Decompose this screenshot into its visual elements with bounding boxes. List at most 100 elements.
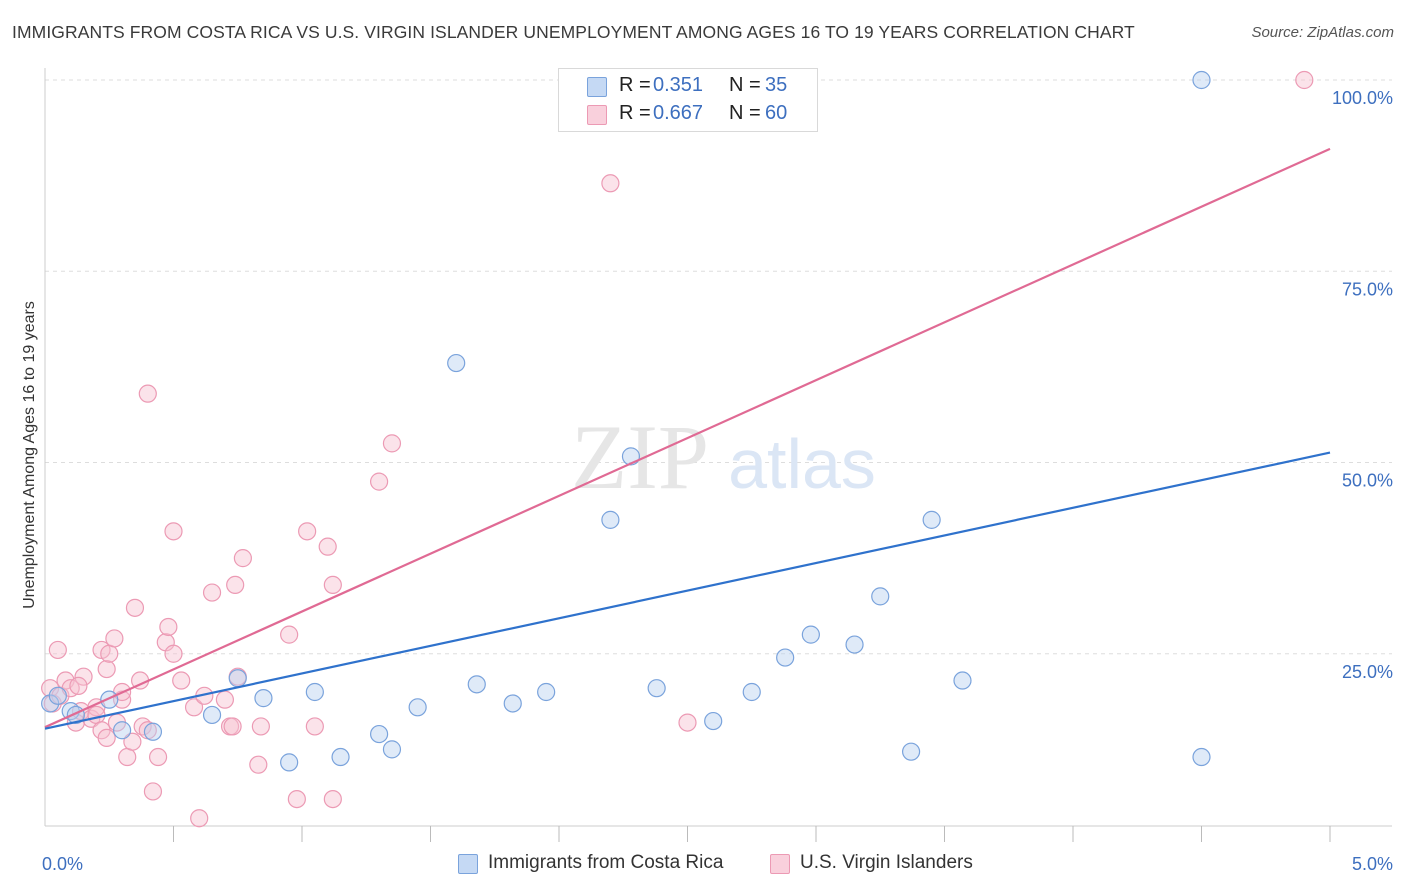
point-pink <box>323 575 342 595</box>
legend-swatch-blue <box>587 77 607 97</box>
chart-title: IMMIGRANTS FROM COSTA RICA VS U.S. VIRGI… <box>12 22 1135 42</box>
point-pink <box>601 174 620 193</box>
point-pink <box>318 537 337 556</box>
point-blue <box>467 675 486 694</box>
point-blue <box>871 587 890 606</box>
y-tick-label-100: 100.0% <box>1332 88 1393 108</box>
legend-n-value-blue: 35 <box>765 74 788 96</box>
point-blue <box>776 648 795 667</box>
point-pink <box>138 384 157 403</box>
point-blue <box>601 510 620 529</box>
x-tick-label-min: 0.0% <box>42 854 83 874</box>
point-blue <box>280 753 299 772</box>
point-pink <box>123 732 142 751</box>
legend-n-label: N = <box>729 74 761 96</box>
point-pink <box>184 698 204 717</box>
point-blue <box>382 740 402 759</box>
point-blue <box>370 724 389 744</box>
point-blue <box>922 510 941 529</box>
point-pink <box>202 583 222 602</box>
point-blue <box>447 353 466 373</box>
point-pink <box>251 717 270 736</box>
legend-r-value-blue: 0.351 <box>653 74 704 96</box>
point-pink <box>148 747 168 767</box>
point-blue <box>228 669 247 688</box>
y-tick-label-25: 25.0% <box>1342 662 1393 682</box>
point-pink <box>223 717 242 736</box>
stats-legend: R = 0.351 N = 35 R = 0.667 N = 60 <box>558 68 818 132</box>
point-pink <box>370 472 389 491</box>
y-tick-label-75: 75.0% <box>1342 279 1393 299</box>
bottom-legend-swatch-blue <box>458 854 478 874</box>
point-pink <box>233 549 252 568</box>
point-pink <box>190 809 209 828</box>
point-pink <box>69 676 88 695</box>
point-blue <box>48 686 67 705</box>
x-tick-label-max: 5.0% <box>1352 854 1393 874</box>
grid-lines <box>45 79 1392 655</box>
point-blue <box>143 722 163 741</box>
point-blue <box>408 698 427 717</box>
legend-r-value-pink: 0.667 <box>653 102 704 124</box>
legend-r-label: R = <box>619 74 651 96</box>
point-pink <box>287 789 306 809</box>
point-pink <box>100 644 119 663</box>
point-pink <box>298 522 317 541</box>
point-pink <box>215 690 234 709</box>
point-blue <box>742 682 761 702</box>
bottom-legend-swatch-pink <box>770 854 790 874</box>
point-blue <box>953 671 972 690</box>
legend-r-label: R = <box>619 102 651 124</box>
legend-n-label: N = <box>729 102 761 124</box>
y-tick-label-50: 50.0% <box>1342 471 1393 491</box>
point-pink <box>87 705 106 725</box>
point-blue <box>503 694 522 713</box>
point-pink <box>97 728 116 748</box>
point-pink <box>143 782 163 801</box>
point-blue <box>647 679 666 698</box>
point-blue <box>1192 747 1211 767</box>
point-blue <box>537 682 556 702</box>
trendline-pink <box>44 147 1331 729</box>
point-pink <box>172 671 191 690</box>
point-blue <box>331 747 350 767</box>
point-pink <box>226 575 245 595</box>
point-blue <box>254 689 273 708</box>
point-blue <box>704 711 723 731</box>
x-tick-labels: 0.0% 5.0% <box>42 854 1393 874</box>
point-pink <box>280 625 299 644</box>
y-tick-labels: 25.0% 50.0% 75.0% 100.0% <box>1332 88 1393 682</box>
point-pink <box>74 667 93 686</box>
pink-series-points <box>41 70 1314 828</box>
point-pink <box>125 598 145 617</box>
point-blue <box>801 625 820 644</box>
legend-swatch-pink <box>587 105 607 125</box>
point-pink <box>41 679 60 698</box>
point-blue <box>1192 70 1211 90</box>
point-pink <box>48 640 67 660</box>
trend-lines <box>44 147 1331 730</box>
point-pink <box>164 522 183 541</box>
blue-series-points <box>41 70 1211 772</box>
watermark-atlas: atlas <box>728 425 876 503</box>
point-pink <box>164 644 183 663</box>
trendline-blue <box>44 451 1331 730</box>
point-blue <box>202 705 222 725</box>
point-blue <box>305 682 324 702</box>
point-pink <box>1295 70 1314 90</box>
point-pink <box>159 617 178 637</box>
legend-n-value-pink: 60 <box>765 102 788 124</box>
point-pink <box>105 629 124 648</box>
point-blue <box>100 690 119 709</box>
point-pink <box>382 434 402 453</box>
point-pink <box>118 747 137 767</box>
point-pink <box>97 659 116 679</box>
point-blue <box>112 721 132 740</box>
point-pink <box>305 717 324 736</box>
point-pink <box>323 789 342 809</box>
point-blue <box>845 635 864 654</box>
point-pink <box>678 713 697 732</box>
point-pink <box>249 755 268 774</box>
source-note: Source: ZipAtlas.com <box>1251 24 1394 41</box>
